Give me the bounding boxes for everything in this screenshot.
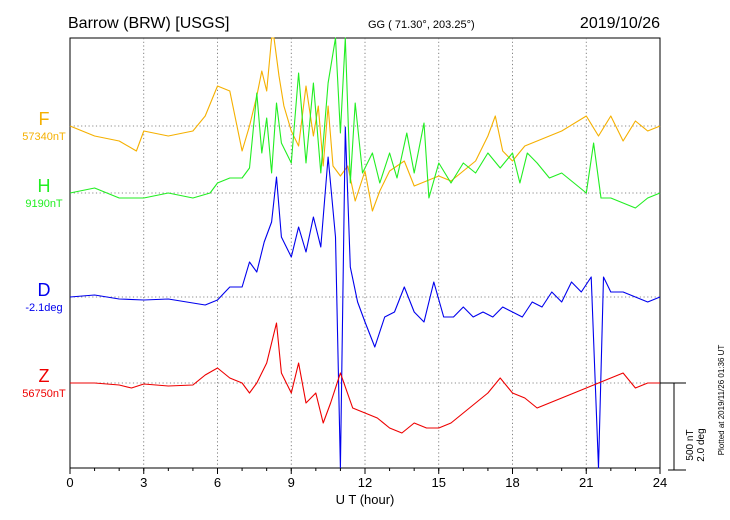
x-tick-label: 18 — [505, 475, 519, 490]
series-baseline-z: 56750nT — [22, 388, 66, 400]
series-baseline-h: 9190nT — [25, 198, 63, 210]
station-title: Barrow (BRW) [USGS] — [68, 15, 230, 32]
series-name-d: D — [38, 280, 51, 300]
x-tick-label: 3 — [140, 475, 147, 490]
x-tick-label: 12 — [358, 475, 372, 490]
date-label: 2019/10/26 — [580, 15, 660, 32]
series-line-z — [70, 322, 660, 434]
scale-bar: 500 nT 2.0 deg — [660, 382, 707, 471]
scale-bar-deg: 2.0 deg — [696, 428, 707, 461]
series-baseline-d: -2.1deg — [25, 302, 62, 314]
series-name-f: F — [39, 109, 50, 129]
scale-bar-nt: 500 nT — [685, 429, 696, 460]
series-labels: F 57340nT H 9190nT D -2.1deg Z 56750nT — [22, 109, 66, 400]
x-tick-label: 6 — [214, 475, 221, 490]
series-name-z: Z — [39, 366, 50, 386]
x-tick-label: 9 — [288, 475, 295, 490]
series-line-f — [69, 37, 661, 212]
series-lines — [69, 37, 661, 469]
x-tick-label: 0 — [66, 475, 73, 490]
x-axis: 0 3 6 9 12 15 18 21 24 — [66, 468, 667, 490]
x-axis-label: U T (hour) — [336, 492, 395, 507]
x-tick-label: 24 — [653, 475, 667, 490]
series-baseline-f: 57340nT — [22, 131, 66, 143]
x-tick-label: 15 — [432, 475, 446, 490]
series-name-h: H — [38, 176, 51, 196]
series-line-d — [69, 126, 661, 469]
plotted-note: Plotted at 2019/11/26 01:36 UT — [717, 345, 726, 456]
coordinates-label: GG ( 71.30°, 203.25°) — [368, 19, 475, 31]
x-tick-label: 21 — [579, 475, 593, 490]
series-line-h — [69, 37, 661, 209]
gridlines — [70, 38, 660, 468]
